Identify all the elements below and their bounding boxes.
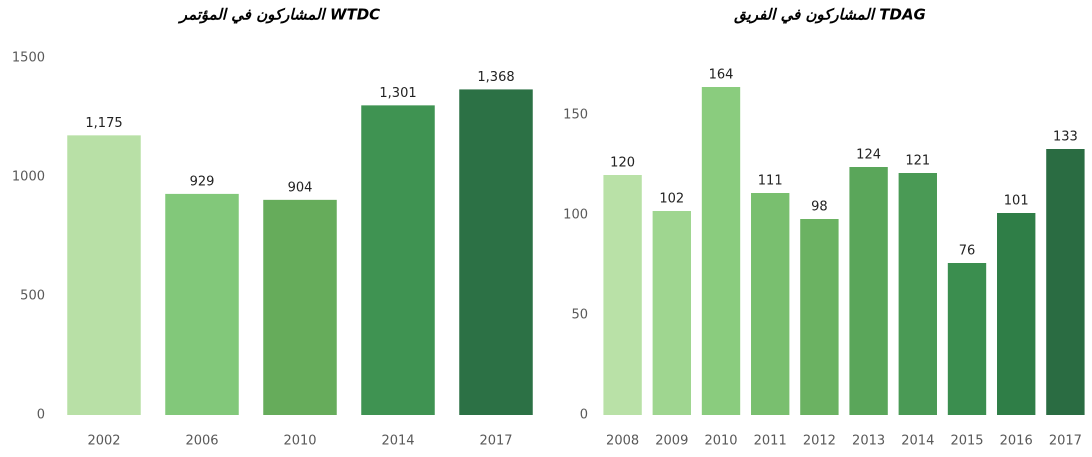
x-tick-label: 2013 (852, 434, 885, 449)
bar (459, 89, 533, 415)
data-label: 124 (856, 148, 881, 163)
x-tick-label: 2006 (185, 434, 218, 449)
data-label: 102 (659, 192, 684, 207)
y-tick-label: 500 (20, 289, 45, 304)
x-tick-label: 2009 (655, 434, 688, 449)
y-tick-label: 1000 (12, 170, 45, 185)
bar (800, 219, 839, 415)
bar (898, 173, 937, 415)
bar (263, 199, 337, 415)
bar (1046, 149, 1085, 415)
bar (997, 213, 1036, 415)
data-label: 904 (288, 180, 313, 195)
y-tick-label: 1500 (12, 51, 45, 66)
data-label: 98 (811, 200, 828, 215)
x-tick-label: 2014 (901, 434, 934, 449)
bar (751, 193, 790, 415)
x-tick-label: 2002 (87, 434, 120, 449)
bar (603, 175, 642, 415)
data-label: 120 (610, 156, 635, 171)
data-label: 164 (709, 68, 734, 83)
data-label: 121 (905, 154, 930, 169)
x-tick-label: 2010 (283, 434, 316, 449)
x-tick-label: 2008 (606, 434, 639, 449)
data-label: 111 (758, 174, 783, 189)
y-tick-label: 0 (580, 408, 588, 423)
x-tick-label: 2012 (803, 434, 836, 449)
bar (67, 135, 141, 415)
data-label: 133 (1053, 130, 1078, 145)
x-tick-label: 2011 (754, 434, 787, 449)
data-label: 101 (1004, 194, 1029, 209)
chart-title: المشاركون في المؤتمر WTDC (178, 6, 380, 24)
data-label: 1,301 (379, 86, 416, 101)
data-label: 1,175 (85, 116, 122, 131)
bar (652, 211, 691, 415)
bar (165, 193, 239, 415)
bar (849, 167, 888, 415)
bar (361, 105, 435, 415)
y-tick-label: 150 (563, 108, 588, 123)
x-tick-label: 2010 (704, 434, 737, 449)
x-tick-label: 2014 (381, 434, 414, 449)
y-tick-label: 50 (571, 308, 588, 323)
data-label: 1,368 (477, 70, 514, 85)
y-tick-label: 100 (563, 208, 588, 223)
chart-title: المشاركون في الفريق TDAG (734, 6, 926, 24)
bar (701, 87, 741, 415)
data-label: 76 (959, 244, 976, 259)
x-tick-label: 2015 (950, 434, 983, 449)
data-label: 929 (190, 174, 215, 189)
x-tick-label: 2016 (1000, 434, 1033, 449)
x-tick-label: 2017 (1049, 434, 1082, 449)
y-tick-label: 0 (37, 408, 45, 423)
x-tick-label: 2017 (479, 434, 512, 449)
bar (947, 263, 987, 415)
